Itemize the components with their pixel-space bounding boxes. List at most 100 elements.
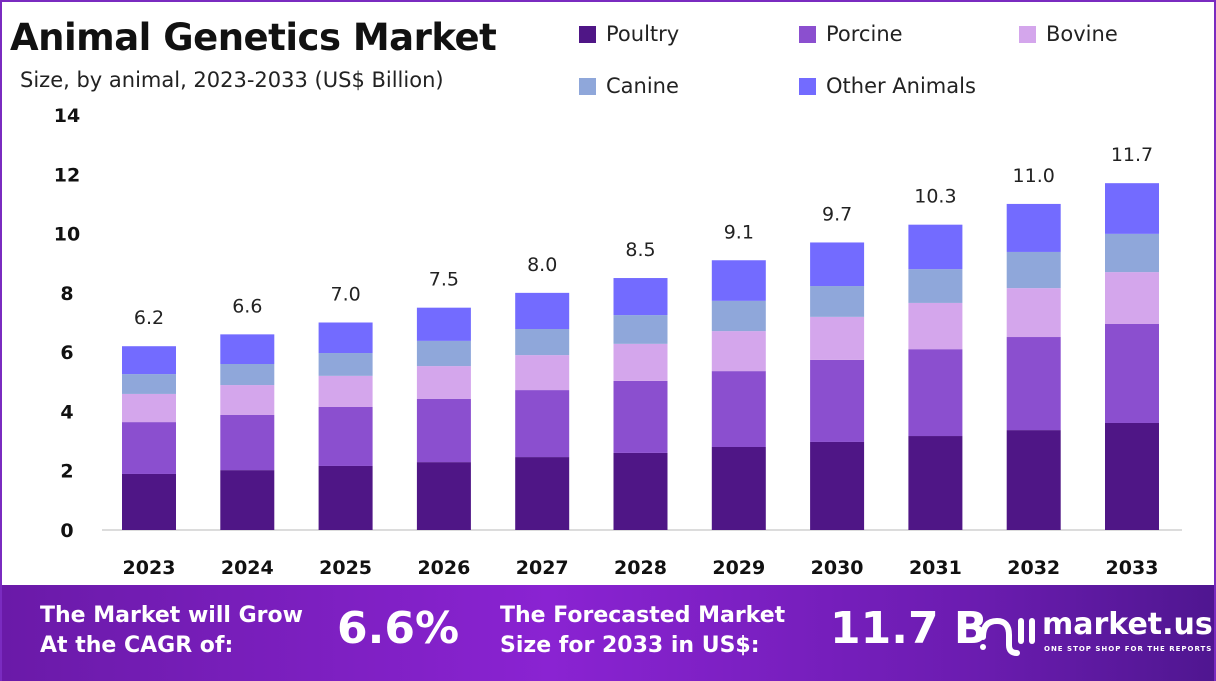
y-tick-label: 8: [60, 283, 73, 305]
legend-label: Porcine: [826, 22, 903, 46]
total-data-label: 6.2: [134, 307, 164, 329]
bar-segment-bovine: [613, 343, 668, 381]
chart-title: Animal Genetics Market: [10, 16, 497, 59]
bar-segment-porcine: [416, 398, 471, 463]
total-data-label: 10.3: [914, 186, 956, 208]
bar-segment-poultry: [416, 462, 471, 530]
forecast-label-line2: Size for 2033 in US$:: [500, 633, 760, 658]
bar-segment-porcine: [1105, 323, 1159, 423]
bar-segment-poultry: [613, 452, 668, 530]
y-tick-label: 6: [60, 342, 73, 364]
x-tick-label: 2032: [1007, 557, 1060, 579]
cagr-label-line1: The Market will Grow: [40, 603, 303, 628]
y-tick-label: 14: [54, 105, 80, 127]
bar-segment-bovine: [318, 375, 373, 407]
bar-segment-other-animals: [908, 224, 963, 270]
legend-swatch: [799, 25, 816, 43]
bar-segment-bovine: [1105, 272, 1159, 324]
bar-segment-canine: [515, 329, 570, 356]
footer-banner: The Market will Grow At the CAGR of: 6.6…: [2, 585, 1214, 681]
total-data-label: 11.7: [1111, 144, 1153, 166]
legend-item-canine: Canine: [579, 74, 679, 98]
legend-swatch: [579, 77, 596, 95]
bar-segment-bovine: [711, 331, 766, 372]
bar-segment-canine: [1105, 233, 1159, 273]
bar-segment-poultry: [908, 436, 963, 530]
legend-swatch: [1019, 25, 1036, 43]
bar-segment-poultry: [1105, 422, 1159, 530]
bar-segment-other-animals: [613, 278, 668, 316]
total-data-label: 6.6: [232, 295, 262, 317]
bar-segment-porcine: [613, 380, 668, 453]
bar-segment-poultry: [318, 465, 373, 530]
chart-subtitle: Size, by animal, 2023-2033 (US$ Billion): [20, 68, 444, 92]
legend-swatch: [799, 77, 816, 95]
bar-segment-bovine: [908, 302, 963, 350]
bar-segment-canine: [220, 364, 275, 386]
bar-segment-poultry: [515, 457, 570, 530]
legend-label: Canine: [606, 74, 679, 98]
brand-tagline: ONE STOP SHOP FOR THE REPORTS: [1044, 645, 1213, 653]
bar-segment-porcine: [810, 359, 865, 442]
forecast-label-line1: The Forecasted Market: [500, 603, 786, 628]
forecast-label: The Forecasted Market Size for 2033 in U…: [500, 601, 785, 661]
x-tick-label: 2025: [319, 557, 372, 579]
bar-segment-bovine: [1006, 288, 1061, 338]
bar-segment-canine: [122, 374, 176, 394]
x-tick-label: 2030: [811, 557, 864, 579]
bar-segment-other-animals: [515, 292, 570, 330]
bar-segment-canine: [810, 286, 865, 317]
bar-segment-bovine: [810, 316, 865, 360]
x-tick-label: 2031: [909, 557, 962, 579]
x-tick-label: 2024: [221, 557, 274, 579]
bar-segment-other-animals: [1006, 203, 1061, 252]
x-tick-label: 2027: [516, 557, 569, 579]
bar-segment-poultry: [1006, 430, 1061, 530]
bar-segment-porcine: [318, 406, 373, 466]
bar-segment-porcine: [515, 390, 570, 458]
total-data-label: 9.7: [822, 203, 852, 225]
bar-segment-porcine: [220, 414, 275, 471]
bar-segment-porcine: [1006, 337, 1061, 431]
legend-label: Bovine: [1046, 22, 1118, 46]
total-data-label: 11.0: [1013, 165, 1055, 187]
bar-segment-bovine: [122, 393, 176, 423]
bar-segment-other-animals: [1105, 183, 1159, 234]
bar-segment-canine: [318, 353, 373, 376]
market-us-logo-icon: [980, 617, 1035, 656]
bar-segment-canine: [1006, 251, 1061, 289]
plot-area: 0 2 4 6 8 10 12 14 6.2 2023 6.6 2024 7.0 2025 7.5 2026 8…: [54, 105, 1182, 579]
bar-segment-poultry: [122, 473, 176, 530]
x-tick-label: 2023: [123, 557, 176, 579]
y-tick-label: 0: [60, 520, 73, 542]
bar-segment-other-animals: [711, 260, 766, 301]
bar-segment-other-animals: [810, 242, 865, 287]
cagr-value: 6.6%: [337, 603, 460, 654]
x-tick-label: 2026: [417, 557, 470, 579]
bar-segment-other-animals: [122, 346, 176, 375]
brand-name: market.us: [1042, 607, 1213, 642]
bar-segment-bovine: [220, 385, 275, 415]
total-data-label: 9.1: [724, 221, 754, 243]
bar-segment-other-animals: [220, 334, 275, 364]
x-tick-label: 2033: [1106, 557, 1159, 579]
bar-segment-porcine: [711, 371, 766, 447]
y-tick-label: 10: [54, 224, 80, 246]
forecast-value: 11.7 B: [830, 603, 988, 654]
bar-segment-poultry: [711, 447, 766, 530]
bar-segment-canine: [613, 315, 668, 344]
bar-segment-bovine: [416, 366, 471, 399]
legend-swatch: [579, 25, 596, 43]
cagr-label: The Market will Grow At the CAGR of:: [40, 601, 303, 661]
legend-item-other-animals: Other Animals: [799, 74, 976, 98]
total-data-label: 8.5: [625, 239, 655, 261]
legend-item-poultry: Poultry: [579, 22, 679, 46]
bar-segment-poultry: [810, 441, 865, 530]
bar-segment-bovine: [515, 355, 570, 391]
total-data-label: 7.0: [330, 284, 360, 306]
bar-segment-canine: [416, 340, 471, 367]
legend-item-bovine: Bovine: [1019, 22, 1118, 46]
cagr-label-line2: At the CAGR of:: [40, 633, 234, 658]
x-tick-label: 2028: [614, 557, 667, 579]
